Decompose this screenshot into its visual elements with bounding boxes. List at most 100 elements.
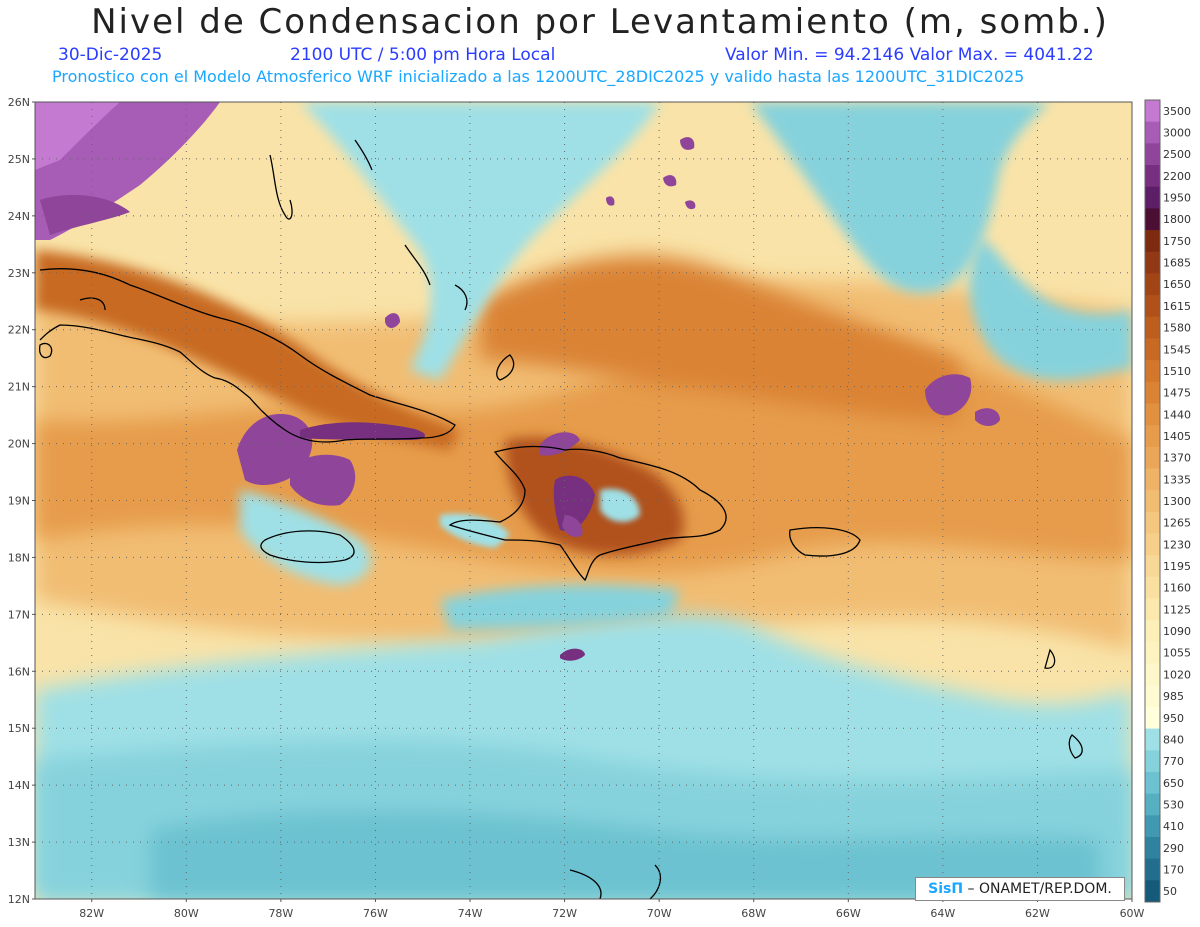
colorbar-swatch (1145, 685, 1160, 708)
colorbar-swatch (1145, 446, 1160, 469)
lat-tick-label: 13N (8, 836, 30, 849)
south-coast-2 (649, 864, 662, 899)
colorbar-swatch (1145, 706, 1160, 730)
colorbar-label: 840 (1163, 733, 1184, 746)
purple-atlantic-dot-2 (663, 175, 677, 187)
purple-hispaniola (553, 475, 595, 531)
purple-florida-low (40, 194, 130, 235)
lon-tick-label: 66W (836, 907, 861, 920)
colorbar-label: 50 (1163, 885, 1177, 898)
colorbar-swatch (1145, 295, 1160, 318)
lon-tick-label: 72W (552, 907, 577, 920)
cool-south-3 (150, 811, 1100, 899)
lon-tick-label: 74W (458, 907, 483, 920)
colorbar-label: 1090 (1163, 625, 1191, 638)
lon-tick-label: 80W (174, 907, 199, 920)
colorbar-label: 2200 (1163, 170, 1191, 183)
colorbar-label: 3000 (1163, 127, 1191, 140)
lat-tick-label: 19N (8, 495, 30, 508)
colorbar: 3500 3000 2500 2200 1950 1800 1750 1685 1650 1615… (1144, 99, 1191, 903)
colorbar-swatch (1145, 815, 1160, 838)
puerto-rico-coast (789, 527, 861, 557)
sispi-logo: SisΠ (928, 881, 964, 897)
colorbar-label: 1265 (1163, 517, 1191, 530)
colorbar-swatch (1145, 403, 1160, 426)
graticule (35, 102, 1132, 899)
colorbar-label: 950 (1163, 712, 1184, 725)
colorbar-label: 1615 (1163, 300, 1191, 313)
colorbar-swatch (1145, 511, 1160, 535)
cuba-coast (39, 268, 456, 443)
purple-atlantic-dot-4 (606, 196, 615, 206)
colorbar-swatch (1145, 836, 1160, 860)
purple-hispaniola-south (562, 515, 583, 537)
colorbar-swatch (1145, 533, 1160, 556)
colorbar-label: 530 (1163, 798, 1184, 811)
colorbar-frame (1144, 99, 1161, 903)
colorbar-swatch (1145, 381, 1160, 404)
lat-tick-label: 15N (8, 722, 30, 735)
colorbar-swatch (1145, 555, 1160, 578)
colorbar-label: 1125 (1163, 603, 1191, 616)
colorbar-swatch (1145, 165, 1160, 188)
colorbar-label: 1800 (1163, 213, 1191, 226)
colorbar-swatch (1145, 576, 1160, 600)
coastlines (38, 139, 1083, 899)
cool-atlantic-hook (969, 240, 1132, 380)
minmax-label: Valor Min. = 94.2146 Valor Max. = 4041.2… (725, 45, 1094, 65)
credit-box: SisΠ – ONAMET/REP.DOM. (915, 877, 1125, 901)
coast-w (79, 297, 106, 311)
colorbar-label: 985 (1163, 690, 1184, 703)
lat-tick-label: 16N (8, 665, 30, 678)
page-title: Nivel de Condensacion por Levantamiento … (91, 2, 1109, 42)
colorbar-label: 290 (1163, 842, 1184, 855)
colorbar-label: 1750 (1163, 235, 1191, 248)
cool-atlantic (750, 102, 1050, 293)
colorbar-swatch (1145, 858, 1160, 881)
colorbar-swatch (1145, 771, 1160, 795)
colorbar-swatch (1145, 793, 1160, 816)
colorbar-label: 410 (1163, 820, 1184, 833)
colorbar-label: 1160 (1163, 582, 1191, 595)
lat-tick-label: 18N (8, 551, 30, 564)
colorbar-swatch (1145, 620, 1160, 643)
colorbar-label: 1545 (1163, 343, 1191, 356)
colorbar-label: 1580 (1163, 322, 1191, 335)
colorbar-swatch (1145, 186, 1160, 209)
purple-cuba-2 (290, 454, 356, 506)
purple-caribbean (560, 648, 585, 661)
purple-atlantic (925, 374, 972, 416)
purple-cuba-ridge (300, 422, 425, 440)
lat-tick-label: 14N (8, 779, 30, 792)
lat-tick-label: 24N (8, 210, 30, 223)
model-info-label: Pronostico con el Modelo Atmosferico WRF… (52, 67, 1025, 86)
colorbar-label: 1685 (1163, 257, 1191, 270)
colorbar-label: 1370 (1163, 452, 1191, 465)
colorbar-swatch (1145, 251, 1160, 274)
colorbar-swatch (1145, 641, 1160, 665)
purple-atlantic-dot-1 (680, 137, 695, 150)
colorbar-swatch (1145, 360, 1160, 383)
exuma (404, 244, 431, 286)
credit-text: – ONAMET/REP.DOM. (967, 881, 1112, 897)
colorbar-label: 1475 (1163, 387, 1191, 400)
colorbar-swatch (1145, 663, 1160, 686)
colorbar-label: 770 (1163, 755, 1184, 768)
colorbar-swatch (1145, 750, 1160, 773)
colorbar-label: 1300 (1163, 495, 1191, 508)
colorbar-swatch (1145, 230, 1160, 253)
colorbar-label: 1055 (1163, 647, 1191, 660)
lon-tick-label: 60W (1120, 907, 1145, 920)
lon-tick-label: 68W (741, 907, 766, 920)
lat-tick-label: 25N (8, 153, 30, 166)
colorbar-swatch (1145, 100, 1160, 123)
colorbar-label: 1230 (1163, 538, 1191, 551)
colorbar-label: 650 (1163, 777, 1184, 790)
cuba-warm (35, 250, 460, 450)
lon-tick-label: 78W (268, 907, 293, 920)
lon-tick-label: 64W (930, 907, 955, 920)
lon-tick-label: 82W (79, 907, 104, 920)
jamaica-coast (260, 530, 355, 564)
lon-tick-label: 70W (647, 907, 672, 920)
